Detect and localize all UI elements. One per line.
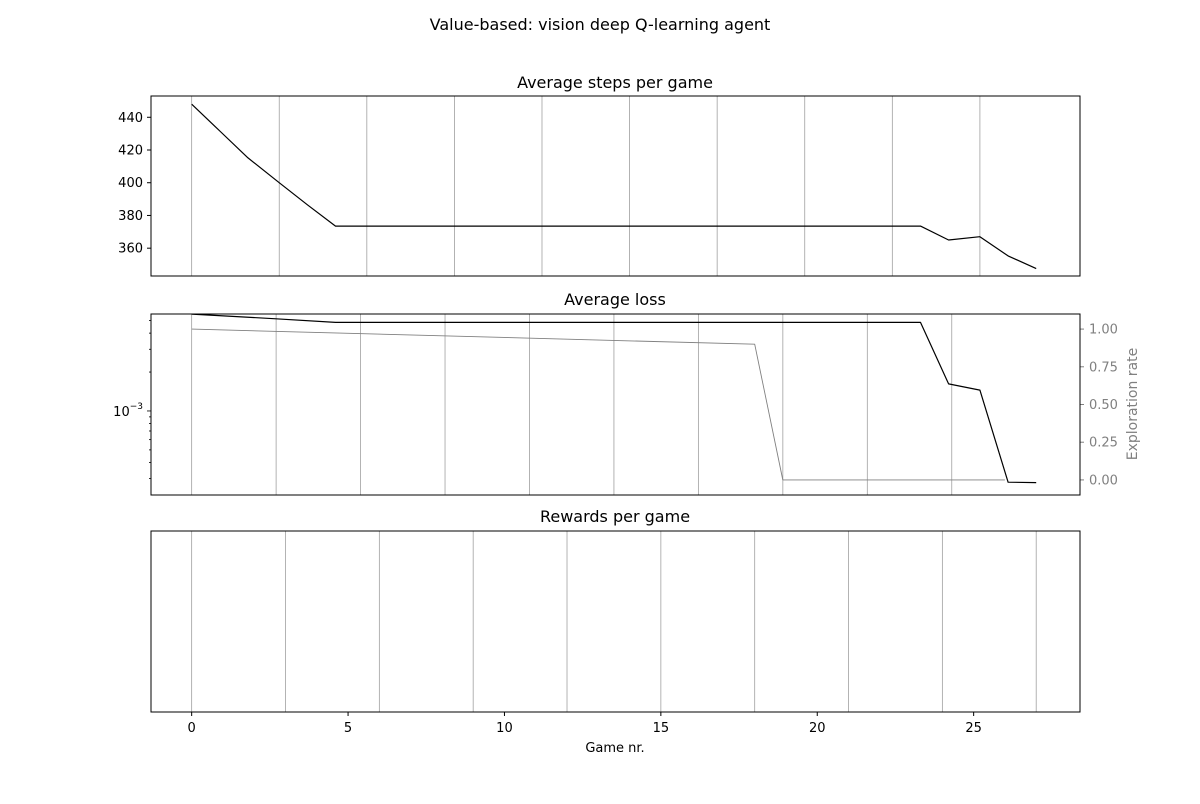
x-tick-label: 5 [344,721,352,736]
panel-1-gridlines [191,96,981,276]
panel-2-title: Average loss [564,290,666,309]
panel-2-y-ticks: 10−3 [113,320,151,479]
y-tick-label: 400 [118,176,143,191]
panel-1-title: Average steps per game [517,73,713,92]
right-y-tick-label: 0.00 [1089,473,1118,488]
x-tick-label: 10 [496,721,513,736]
x-tick-label: 15 [653,721,670,736]
x-tick-label: 20 [809,721,826,736]
panel-2-frame [150,313,1081,496]
y-tick-label: 380 [118,209,143,224]
panel-2-gridlines [191,314,953,495]
exploration-rate-line [191,328,1005,481]
figure-title: Value-based: vision deep Q-learning agen… [430,15,771,34]
x-tick-label: 25 [965,721,982,736]
y-tick-label: 440 [118,111,143,126]
loss-line [191,313,1037,484]
right-y-tick-label: 0.25 [1089,436,1118,451]
panel-3-xlabel: Game nr. [585,741,644,756]
panel-3-gridlines [191,531,1037,712]
panel-3-frame [150,530,1081,713]
right-y-tick-label: 1.00 [1089,323,1118,338]
panel-2-right-y-ticks: 0.00 0.25 0.50 0.75 1.00 [1080,323,1118,488]
panel-2-right-ylabel: Exploration rate [1125,348,1141,461]
steps-line [191,103,1037,270]
panel-3-x-ticks: 0 5 10 15 20 25 [188,712,982,736]
right-y-tick-label: 0.50 [1089,398,1118,413]
panel-1-y-ticks: 360 380 400 420 440 [118,111,151,257]
y-tick-label: 420 [118,144,143,159]
panel-2-series [191,313,1037,484]
y-tick-label: 360 [118,242,143,257]
panel-2-exploration-series [191,328,1005,481]
y-tick-label: 10−3 [113,402,143,420]
panel-1-series [191,103,1037,270]
x-tick-label: 0 [188,721,196,736]
panel-1-frame [150,95,1081,277]
panel-3-title: Rewards per game [540,507,690,526]
right-y-tick-label: 0.75 [1089,360,1118,375]
